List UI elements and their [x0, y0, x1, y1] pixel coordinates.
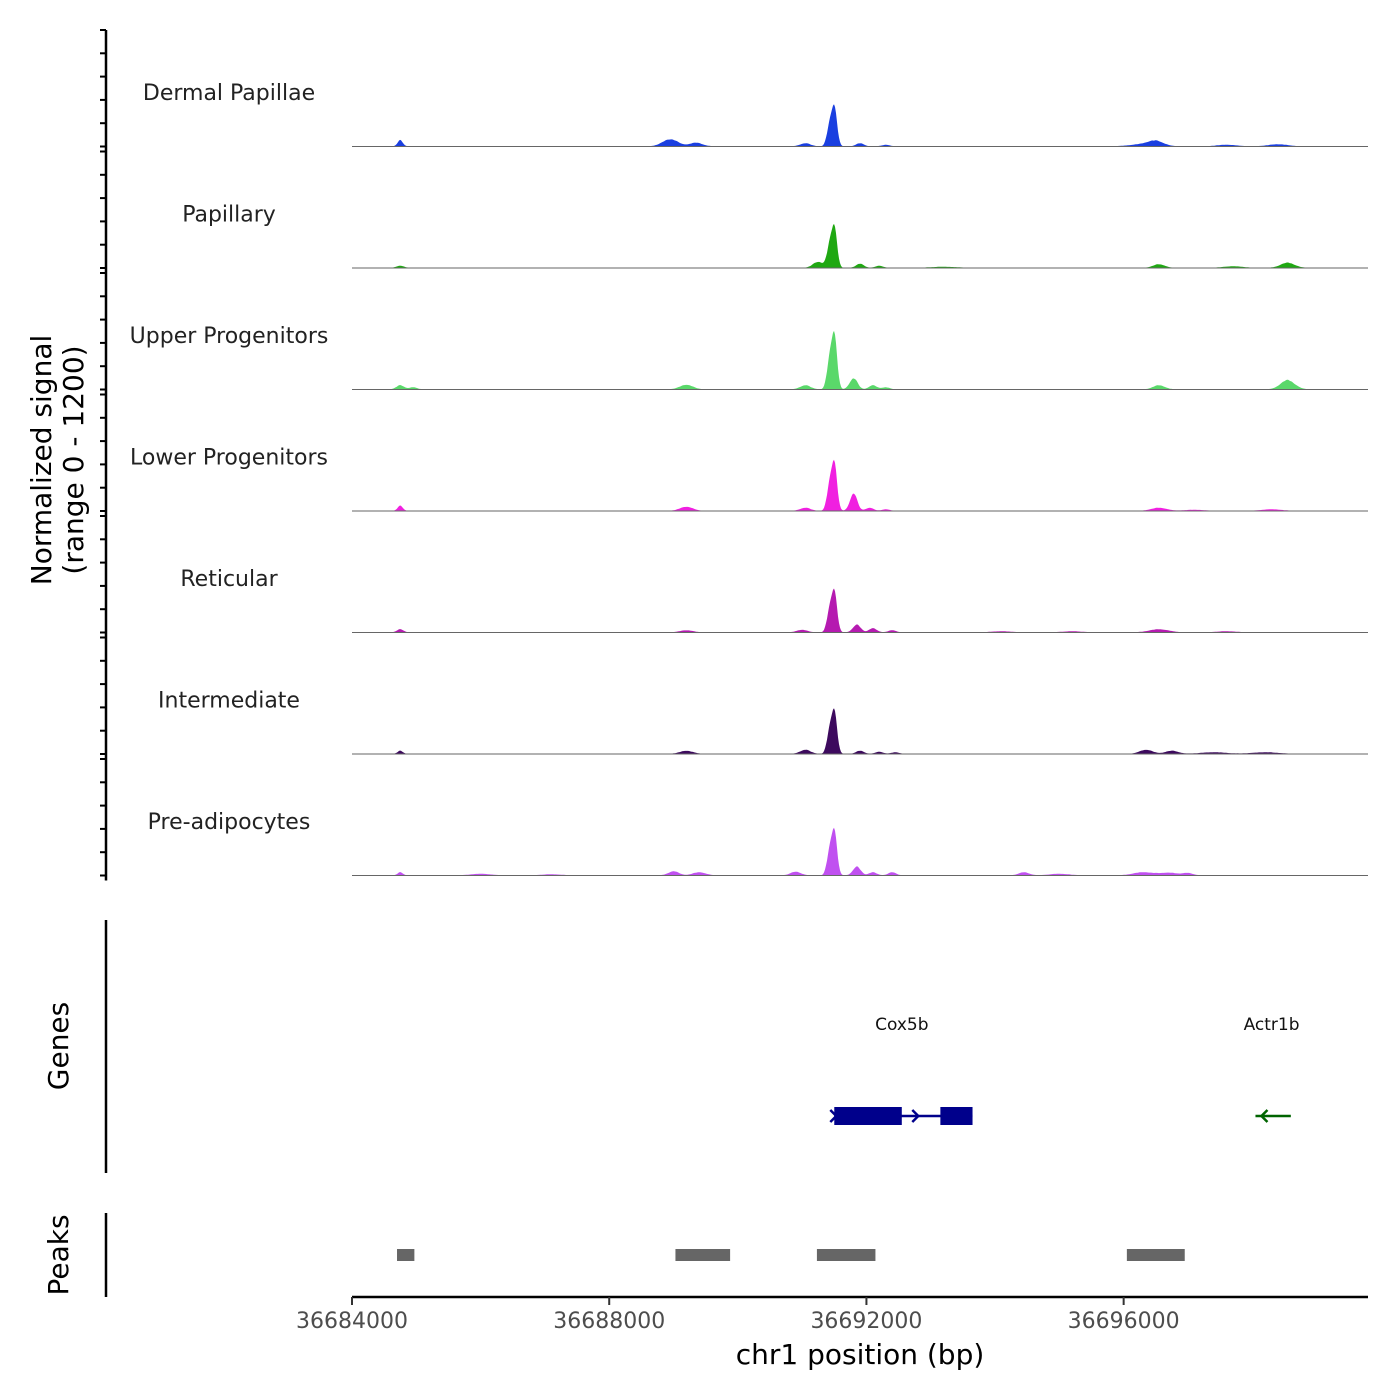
coverage-track: Reticular: [100, 515, 1368, 634]
coverage-area: [352, 588, 1368, 633]
gene-label: Actr1b: [1244, 1015, 1300, 1035]
genes-panel-title: Genes: [42, 1002, 75, 1090]
coverage-area: [352, 708, 1368, 754]
gene-model: Cox5b: [829, 1015, 973, 1125]
x-tick-label: 36696000: [1068, 1309, 1180, 1334]
peaks-panel-title: Peaks: [42, 1214, 75, 1295]
coverage-area: [352, 330, 1368, 390]
coverage-area: [352, 459, 1368, 511]
coverage-area: [352, 104, 1368, 147]
coverage-area: [352, 827, 1368, 876]
track-label: Papillary: [182, 203, 276, 228]
x-tick-label: 36688000: [553, 1309, 665, 1334]
y-axis-title-line2: (range 0 - 1200): [57, 345, 90, 574]
x-axis-title: chr1 position (bp): [736, 1338, 985, 1371]
coverage-track: Lower Progenitors: [100, 393, 1368, 512]
track-label: Upper Progenitors: [130, 324, 329, 349]
genes-panel: Genes Cox5b Actr1b: [42, 920, 1300, 1173]
peak-region: [397, 1249, 415, 1261]
track-label: Pre-adipocytes: [148, 810, 311, 835]
gene-exon: [940, 1107, 973, 1125]
strand-arrow: [829, 1109, 839, 1123]
coverage-area: [352, 223, 1368, 268]
strand-arrow: [911, 1109, 921, 1123]
gene-label: Cox5b: [875, 1015, 928, 1035]
coverage-track: Upper Progenitors: [100, 272, 1368, 391]
coverage-track: Dermal Papillae: [100, 29, 1368, 148]
coverage-track: Papillary: [100, 150, 1368, 269]
peaks-panel: Peaks: [42, 1213, 1185, 1297]
coverage-track: Intermediate: [100, 636, 1368, 755]
coverage-panel: Dermal Papillae Papillary Upper Progenitor…: [100, 29, 1368, 881]
peak-region: [816, 1249, 876, 1261]
peak-region: [1126, 1249, 1185, 1261]
strand-arrow: [1259, 1109, 1269, 1123]
y-axis-title: Normalized signal (range 0 - 1200): [25, 335, 90, 586]
x-tick-label: 36692000: [810, 1309, 922, 1334]
track-label: Reticular: [180, 567, 278, 592]
gene-exon: [834, 1107, 902, 1125]
track-label: Intermediate: [158, 689, 300, 714]
track-label: Lower Progenitors: [130, 446, 328, 471]
y-axis-title-line1: Normalized signal: [25, 335, 58, 586]
coverage-track: Pre-adipocytes: [100, 758, 1368, 877]
x-tick-label: 36684000: [296, 1309, 408, 1334]
x-axis: chr1 position (bp) 36684000 36688000 36692…: [296, 1295, 1368, 1371]
peak-region: [675, 1249, 731, 1261]
gene-model: Actr1b: [1244, 1015, 1300, 1123]
track-label: Dermal Papillae: [143, 81, 315, 106]
